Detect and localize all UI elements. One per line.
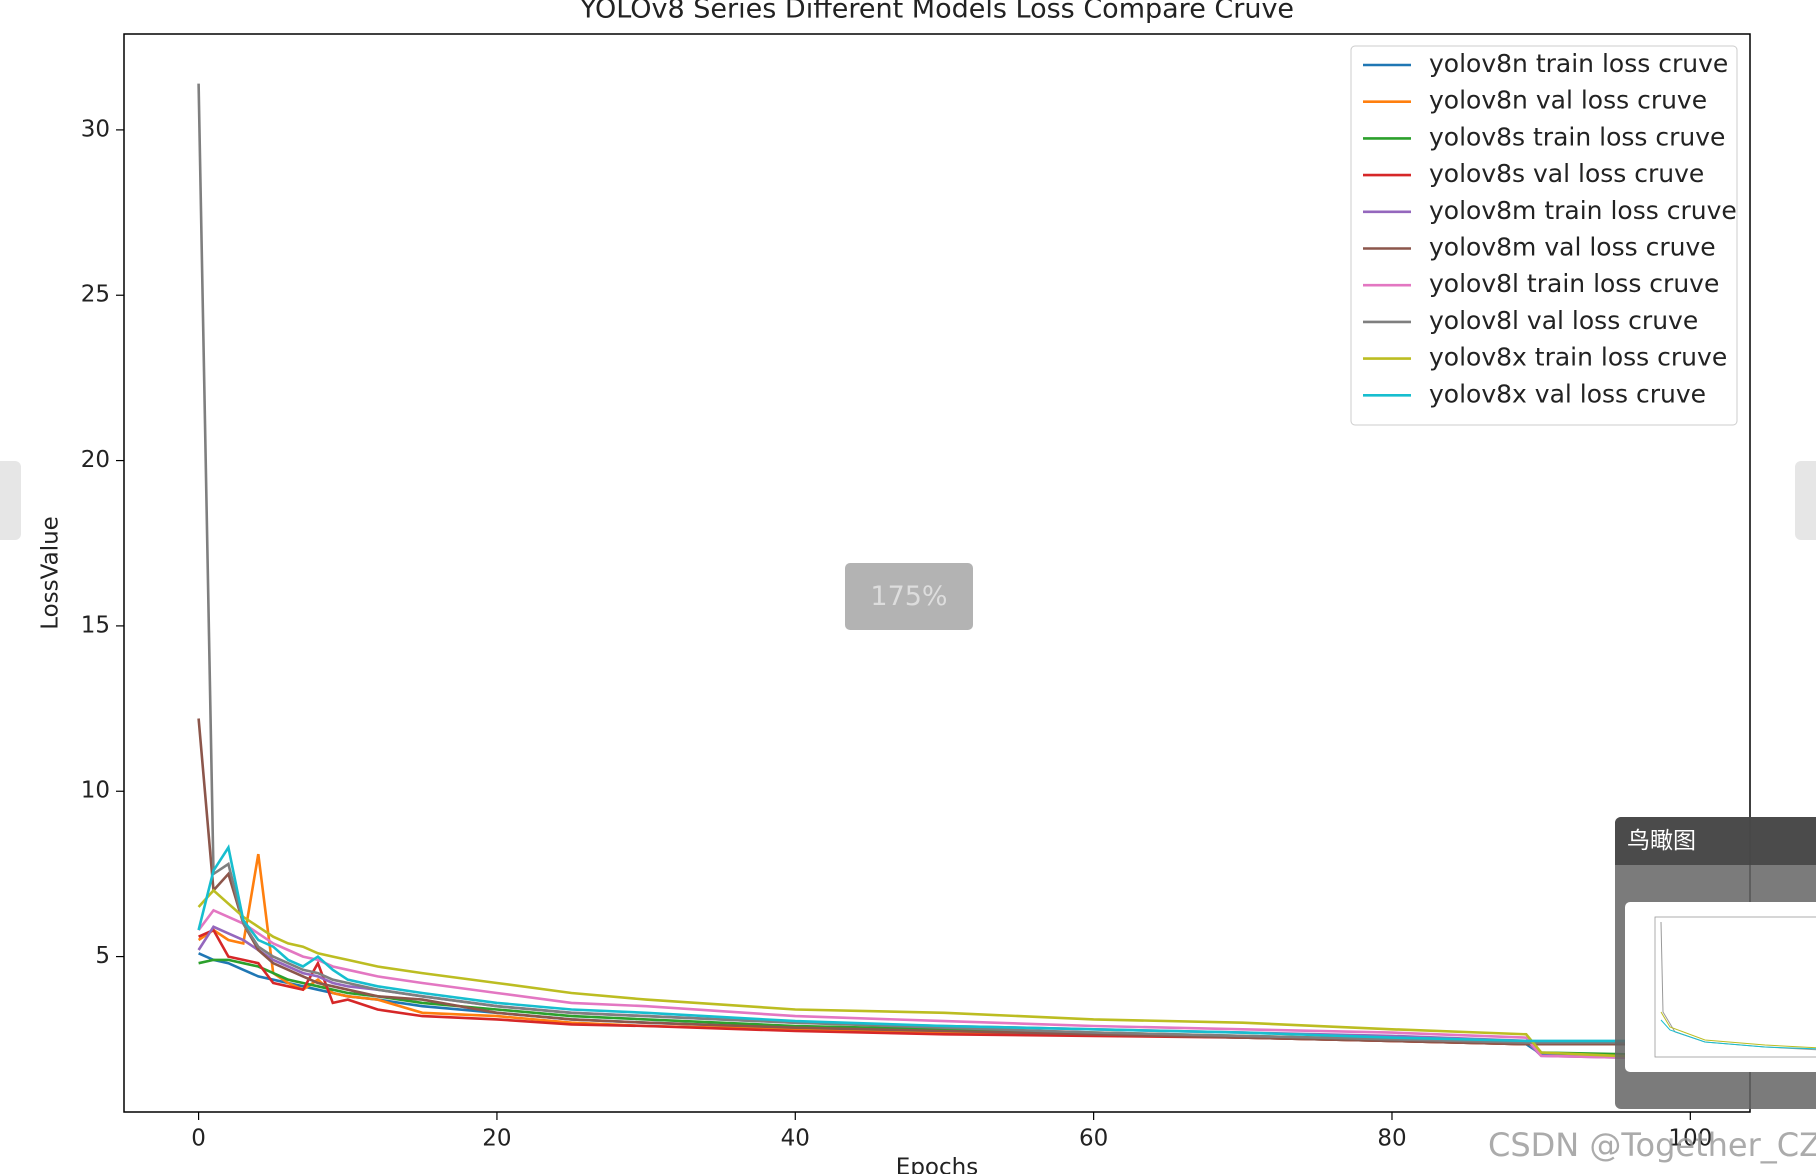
- x-tick-label: 100: [1668, 1126, 1712, 1152]
- x-tick-label: 40: [781, 1126, 810, 1152]
- y-tick-label: 30: [81, 116, 110, 142]
- y-axis-label: LossValue: [38, 516, 64, 630]
- series-line: [197, 844, 1676, 1043]
- chart-title: YOLOv8 Series Different Models Loss Comp…: [579, 0, 1294, 25]
- zoom-indicator: 175%: [845, 563, 973, 630]
- series-line: [197, 83, 1676, 1044]
- legend-label: yolov8x train loss cruve: [1429, 343, 1727, 372]
- legend-label: yolov8n train loss cruve: [1429, 49, 1728, 78]
- x-tick-label: 60: [1079, 1126, 1108, 1152]
- y-tick-label: 15: [81, 612, 110, 638]
- x-tick-label: 20: [482, 1126, 511, 1152]
- legend-label: yolov8s val loss cruve: [1429, 159, 1704, 188]
- series-line: [197, 888, 1676, 1059]
- prev-button[interactable]: [0, 461, 21, 540]
- y-tick-label: 5: [95, 943, 110, 969]
- y-tick-label: 25: [81, 282, 110, 308]
- legend-label: yolov8l val loss cruve: [1429, 306, 1698, 335]
- legend-label: yolov8l train loss cruve: [1429, 269, 1719, 298]
- x-axis-label: Epochs: [896, 1155, 978, 1174]
- y-tick-label: 10: [81, 778, 110, 804]
- watermark: CSDN @Together_CZ: [1488, 1126, 1816, 1164]
- plot-frame: [123, 33, 1751, 1113]
- legend-label: yolov8x val loss cruve: [1429, 379, 1706, 408]
- legend-label: yolov8n val loss cruve: [1429, 86, 1707, 115]
- next-button[interactable]: [1795, 461, 1816, 540]
- overview-title: 鸟瞰图: [1615, 817, 1816, 865]
- overview-panel[interactable]: 鸟瞰图: [1615, 817, 1816, 1109]
- legend-label: yolov8m train loss cruve: [1429, 196, 1737, 225]
- x-tick-label: 0: [191, 1126, 206, 1152]
- series-line: [197, 718, 1676, 1046]
- y-tick-label: 20: [81, 447, 110, 473]
- series-line: [197, 908, 1676, 1061]
- legend-label: yolov8s train loss cruve: [1429, 122, 1725, 151]
- legend-box: [1350, 45, 1738, 426]
- x-tick-label: 80: [1377, 1126, 1406, 1152]
- legend-label: yolov8m val loss cruve: [1429, 233, 1716, 262]
- overview-thumbnail: [1625, 902, 1816, 1072]
